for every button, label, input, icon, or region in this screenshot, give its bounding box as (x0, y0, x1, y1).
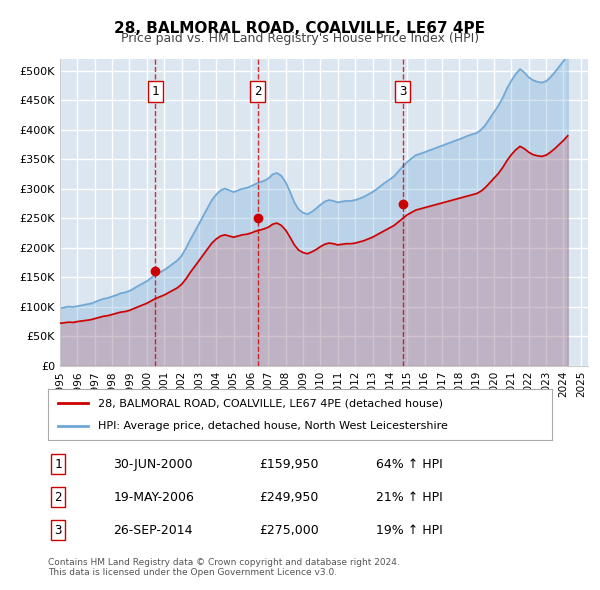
Text: 2: 2 (55, 490, 62, 504)
Text: £275,000: £275,000 (260, 523, 319, 537)
Text: Price paid vs. HM Land Registry's House Price Index (HPI): Price paid vs. HM Land Registry's House … (121, 32, 479, 45)
Text: 30-JUN-2000: 30-JUN-2000 (113, 457, 193, 471)
Text: 21% ↑ HPI: 21% ↑ HPI (376, 490, 442, 504)
Text: 28, BALMORAL ROAD, COALVILLE, LE67 4PE: 28, BALMORAL ROAD, COALVILLE, LE67 4PE (115, 21, 485, 35)
Text: 3: 3 (55, 523, 62, 537)
Text: 1: 1 (55, 457, 62, 471)
Text: 19-MAY-2006: 19-MAY-2006 (113, 490, 194, 504)
Text: 3: 3 (399, 85, 406, 98)
Text: 2: 2 (254, 85, 261, 98)
Text: 1: 1 (152, 85, 159, 98)
Text: HPI: Average price, detached house, North West Leicestershire: HPI: Average price, detached house, Nort… (98, 421, 448, 431)
Text: £249,950: £249,950 (260, 490, 319, 504)
Text: 28, BALMORAL ROAD, COALVILLE, LE67 4PE (detached house): 28, BALMORAL ROAD, COALVILLE, LE67 4PE (… (98, 398, 443, 408)
Text: £159,950: £159,950 (260, 457, 319, 471)
Text: Contains HM Land Registry data © Crown copyright and database right 2024.
This d: Contains HM Land Registry data © Crown c… (48, 558, 400, 577)
Text: 26-SEP-2014: 26-SEP-2014 (113, 523, 193, 537)
Text: 19% ↑ HPI: 19% ↑ HPI (376, 523, 442, 537)
Text: 64% ↑ HPI: 64% ↑ HPI (376, 457, 442, 471)
